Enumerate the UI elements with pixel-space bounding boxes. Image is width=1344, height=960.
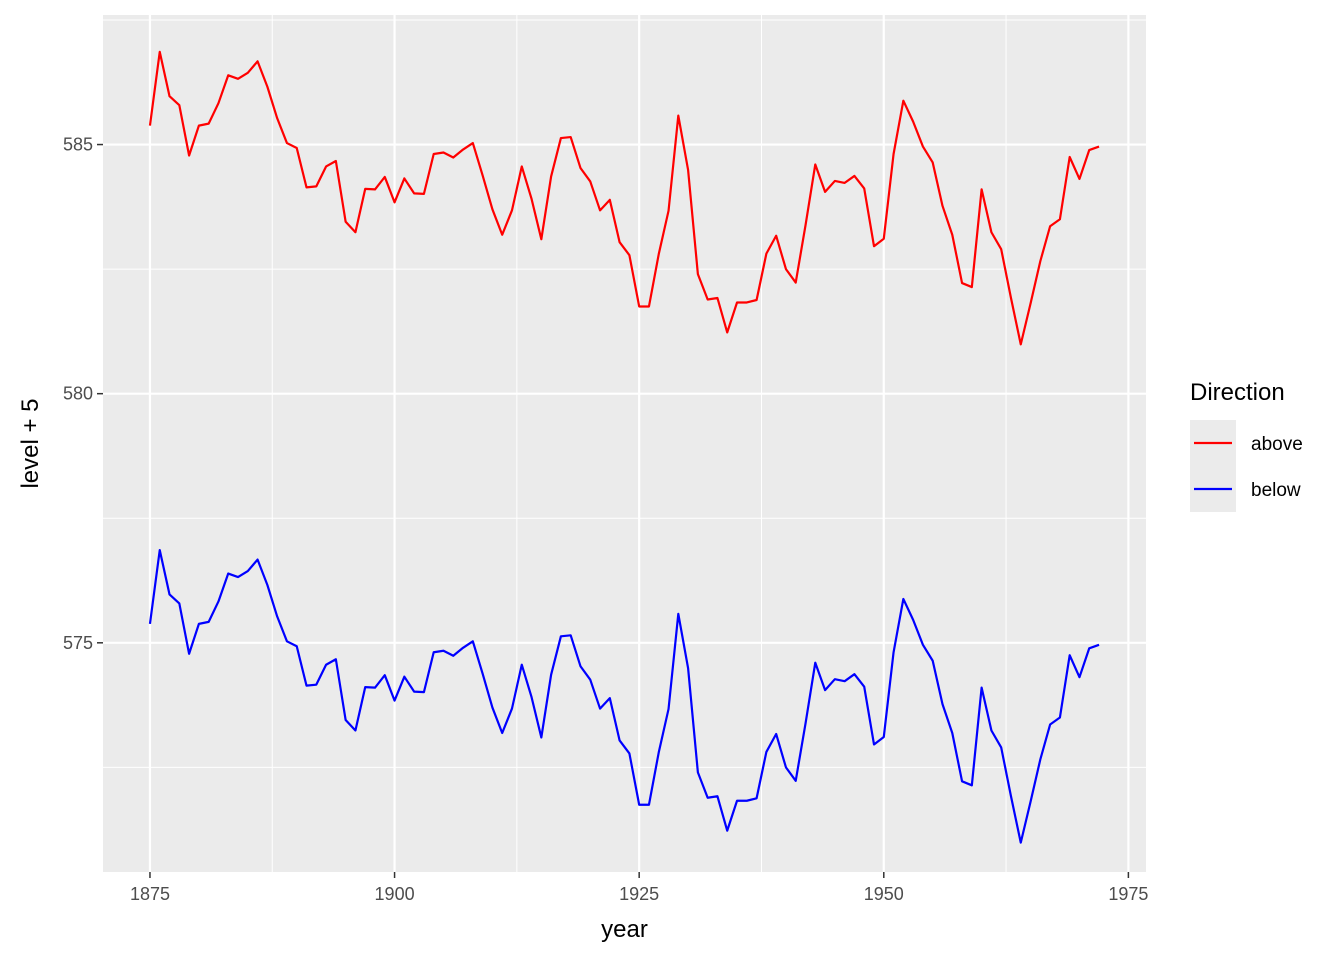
x-tick-label: 1900 [375,884,415,904]
x-tick-label: 1875 [130,884,170,904]
x-tick-label: 1975 [1108,884,1148,904]
legend-label-below: below [1251,480,1301,501]
minor-grid [103,15,1146,872]
y-tick-label: 580 [63,384,93,404]
legend-key-background [1190,420,1236,512]
major-grid [103,15,1146,872]
y-axis: 575 580 585 [63,135,103,653]
legend-items: above below [1190,420,1303,512]
x-tick-label: 1950 [864,884,904,904]
series-line-above [148,50,1100,346]
x-tick-label: 1925 [619,884,659,904]
legend-label-above: above [1251,434,1303,455]
series-line-below [148,549,1100,844]
y-tick-label: 585 [63,135,93,155]
x-axis-title: year [601,916,648,943]
legend: Direction above below [1190,379,1303,512]
y-axis-title: level + 5 [17,398,44,488]
legend-title: Direction [1190,379,1285,406]
y-tick-label: 575 [63,633,93,653]
x-axis: 1875 1900 1925 1950 1975 [130,872,1148,904]
panel-background [103,15,1146,872]
series-layer [148,50,1100,844]
